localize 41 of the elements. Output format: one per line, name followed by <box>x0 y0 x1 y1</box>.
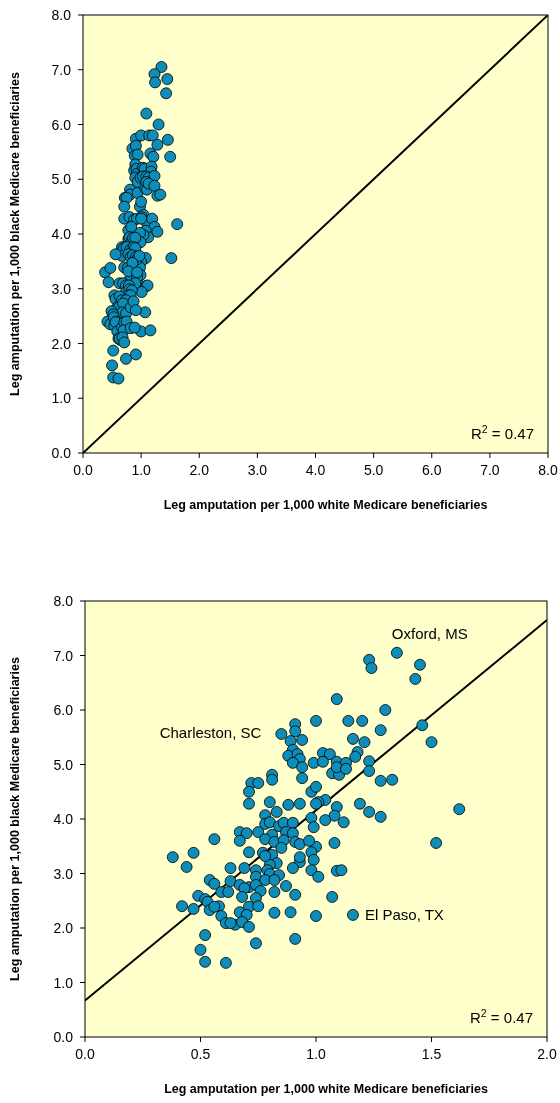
x-tick-label: 7.0 <box>480 462 500 478</box>
x-tick-label: 0.0 <box>75 1046 95 1062</box>
x-tick-label: 3.0 <box>247 462 268 478</box>
y-tick-label: 8.0 <box>53 593 74 609</box>
y-tick-label: 4.0 <box>51 226 72 242</box>
y-tick-label: 0.0 <box>53 1029 74 1045</box>
y-tick-label: 6.0 <box>51 116 72 133</box>
y-tick-label: 7.0 <box>51 61 72 78</box>
annotation: Charleston, SC <box>159 723 262 741</box>
y-axis-title: Leg amputation per 1,000 black Medicare beneficiaries <box>8 72 22 396</box>
annotation: R$^{2}$ = 0.47 <box>470 1007 533 1026</box>
y-tick-label: 8.0 <box>51 7 72 23</box>
x-tick-label: 2.0 <box>189 462 210 478</box>
y-tick-label: 0.0 <box>51 445 72 461</box>
y-tick-label: 5.0 <box>51 171 72 188</box>
x-tick-label: 1.0 <box>306 1046 326 1062</box>
x-axis-title: Leg amputation per 1,000 white Medicare beneficiaries <box>164 1082 488 1096</box>
y-tick-label: 4.0 <box>53 811 74 827</box>
x-tick-label: 0.5 <box>190 1046 211 1062</box>
x-tick-label: 6.0 <box>422 462 442 478</box>
y-tick-label: 6.0 <box>53 702 74 718</box>
y-tick-label: 2.0 <box>51 335 72 352</box>
annotation: El Paso, TX <box>364 905 444 923</box>
x-tick-label: 8.0 <box>538 462 558 478</box>
y-tick-label: 5.0 <box>53 756 74 773</box>
annotation: R$^{2}$ = 0.47 <box>471 423 534 442</box>
x-axis-title: Leg amputation per 1,000 white Medicare beneficiaries <box>163 498 488 512</box>
y-tick-label: 3.0 <box>53 865 74 882</box>
y-tick-label: 7.0 <box>53 647 74 664</box>
y-axis-title: Leg amputation per 1,000 black Medicare beneficiaries <box>8 657 22 981</box>
x-tick-label: 1.5 <box>421 1046 442 1062</box>
y-tick-label: 1.0 <box>51 390 72 407</box>
x-tick-label: 5.0 <box>363 462 384 478</box>
x-tick-label: 2.0 <box>537 1046 557 1062</box>
x-tick-label: 0.0 <box>73 462 93 478</box>
y-tick-label: 1.0 <box>53 974 74 991</box>
x-tick-label: 4.0 <box>305 462 326 478</box>
y-tick-label: 3.0 <box>51 280 72 297</box>
annotation: Oxford, MS <box>391 624 468 642</box>
x-tick-label: 1.0 <box>131 462 152 478</box>
y-tick-label: 2.0 <box>53 920 74 936</box>
